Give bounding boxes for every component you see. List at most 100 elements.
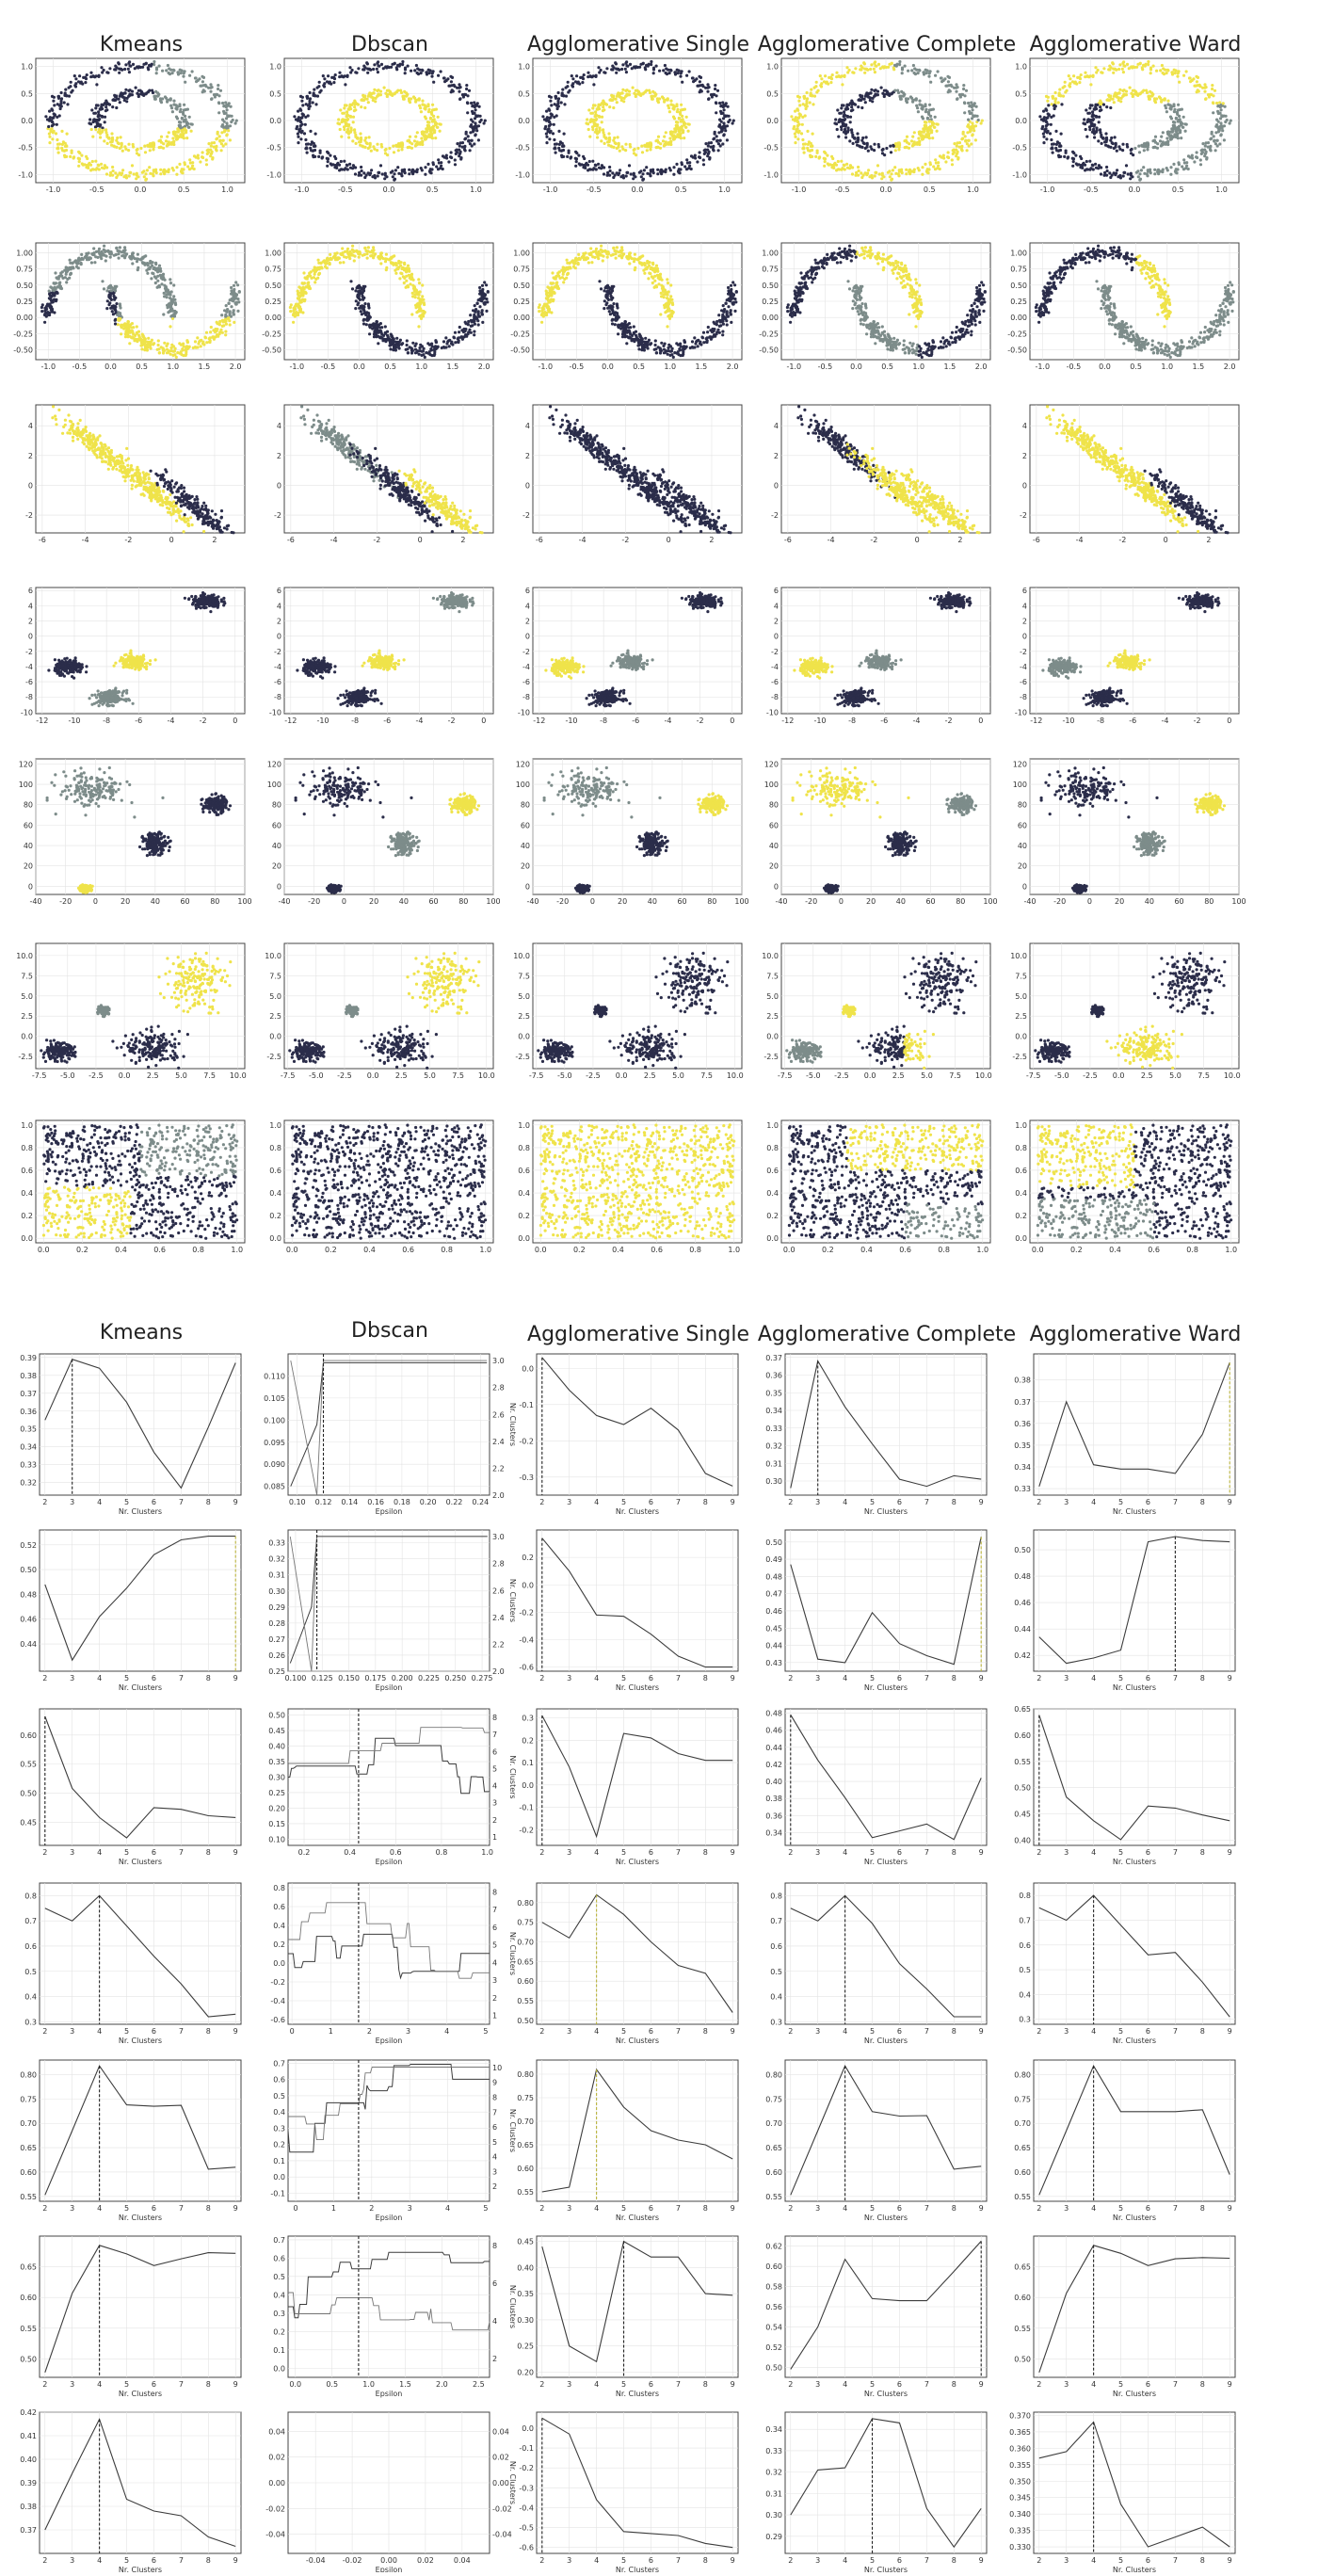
scatter-point: [671, 107, 674, 110]
scatter-point: [401, 141, 404, 144]
scatter-point: [796, 95, 799, 98]
scatter-point: [425, 117, 427, 120]
scatter-point: [645, 89, 648, 92]
scatter-point: [851, 172, 854, 175]
scatter-circles-dbscan: -1.0-0.50.00.51.01.00.50.0-0.5-1.0: [266, 58, 493, 194]
scatter-point: [77, 157, 80, 160]
scatter-point: [690, 154, 693, 157]
scatter-point: [137, 175, 139, 178]
scatter-point: [108, 104, 111, 106]
top-column-titles: Kmeans Dbscan Agglomerative Single Agglo…: [100, 33, 1242, 56]
scatter-point: [801, 138, 804, 141]
scatter-point: [1182, 158, 1185, 161]
scatter-point: [673, 137, 676, 140]
scatter-point: [907, 70, 909, 72]
scatter-point: [224, 315, 227, 318]
scatter-moons-kmeans-ytick-label: 0.00: [16, 314, 33, 322]
scatter-point: [410, 313, 413, 315]
scatter-point: [571, 82, 574, 85]
scatter-circles-agglomerative-complete-xtick-label: 0.5: [924, 185, 936, 194]
scatter-circles-agglomerative-ward-ytick-label: -1.0: [1012, 170, 1027, 179]
scatter-point: [149, 149, 152, 152]
scatter-point: [172, 169, 175, 171]
scatter-point: [63, 150, 66, 153]
scatter-point: [680, 161, 683, 164]
scatter-point: [796, 107, 798, 110]
scatter-point: [474, 114, 477, 117]
scatter-point: [925, 126, 928, 129]
scatter-point: [1162, 131, 1165, 134]
scatter-point: [606, 174, 609, 177]
scatter-point: [794, 133, 796, 136]
scatter-point: [418, 97, 421, 100]
scatter-point: [201, 75, 203, 78]
scatter-point: [119, 101, 121, 104]
scatter-point: [104, 255, 107, 258]
scatter-point: [426, 130, 428, 133]
scatter-point: [625, 174, 628, 177]
scatter-point: [51, 137, 54, 140]
scatter-point: [430, 75, 433, 78]
scatter-point: [56, 95, 59, 98]
scatter-point: [238, 290, 241, 293]
scatter-point: [211, 157, 214, 160]
scatter-point: [620, 96, 623, 99]
scatter-point: [635, 93, 637, 96]
scatter-point: [641, 151, 644, 153]
scatter-point: [407, 65, 410, 68]
scatter-point: [1073, 82, 1076, 85]
scatter-point: [881, 172, 884, 175]
scatter-point: [114, 319, 117, 322]
scatter-point: [421, 295, 424, 298]
scatter-point: [1058, 89, 1061, 91]
scatter-point: [1088, 128, 1091, 131]
scatter-point: [625, 64, 628, 67]
scatter-point: [643, 169, 646, 171]
scatter-point: [665, 140, 667, 143]
scatter-point: [405, 285, 408, 288]
scatter-point: [1164, 97, 1166, 100]
scatter-point: [640, 145, 643, 148]
scatter-point: [201, 80, 204, 83]
scatter-point: [1147, 141, 1149, 144]
scatter-point: [1042, 136, 1045, 138]
scatter-point: [1178, 115, 1181, 118]
scatter-point: [722, 126, 725, 129]
scatter-circles-dbscan-xtick-label: 0.5: [426, 185, 439, 194]
scatter-point: [953, 149, 956, 152]
scatter-point: [61, 277, 64, 280]
scatter-point: [433, 131, 436, 134]
scatter-point: [637, 91, 640, 94]
scatter-circles-dbscan-ytick-label: -0.5: [266, 144, 281, 153]
scatter-point: [963, 101, 966, 104]
scatter-point: [970, 142, 972, 145]
scatter-point: [409, 136, 411, 138]
scatter-point: [191, 70, 194, 72]
scatter-point: [79, 82, 82, 85]
scatter-point: [908, 169, 910, 171]
scatter-point: [1099, 129, 1101, 132]
scatter-point: [153, 60, 155, 63]
scatter-point: [883, 153, 886, 156]
scatter-point: [55, 298, 57, 301]
scatter-point: [313, 273, 316, 276]
scatter-point: [340, 75, 343, 78]
scatter-point: [115, 66, 118, 69]
scatter-moons-dbscan-xtick-label: 2.0: [478, 362, 490, 371]
scatter-point: [228, 102, 231, 105]
scatter-point: [924, 103, 926, 105]
top-title-dbscan: Dbscan: [351, 33, 428, 56]
scatter-point: [103, 139, 105, 142]
scatter-point: [394, 272, 397, 275]
scatter-point: [1100, 166, 1102, 169]
scatter-point: [600, 139, 603, 142]
scatter-point: [597, 104, 600, 106]
scatter-point: [1138, 179, 1141, 182]
scatter-point: [409, 282, 411, 285]
scatter-point: [354, 172, 357, 175]
scatter-point: [127, 95, 130, 98]
scatter-point: [416, 72, 419, 74]
scatter-point: [105, 172, 108, 175]
scatter-point: [474, 126, 476, 129]
scatter-point: [851, 166, 854, 169]
